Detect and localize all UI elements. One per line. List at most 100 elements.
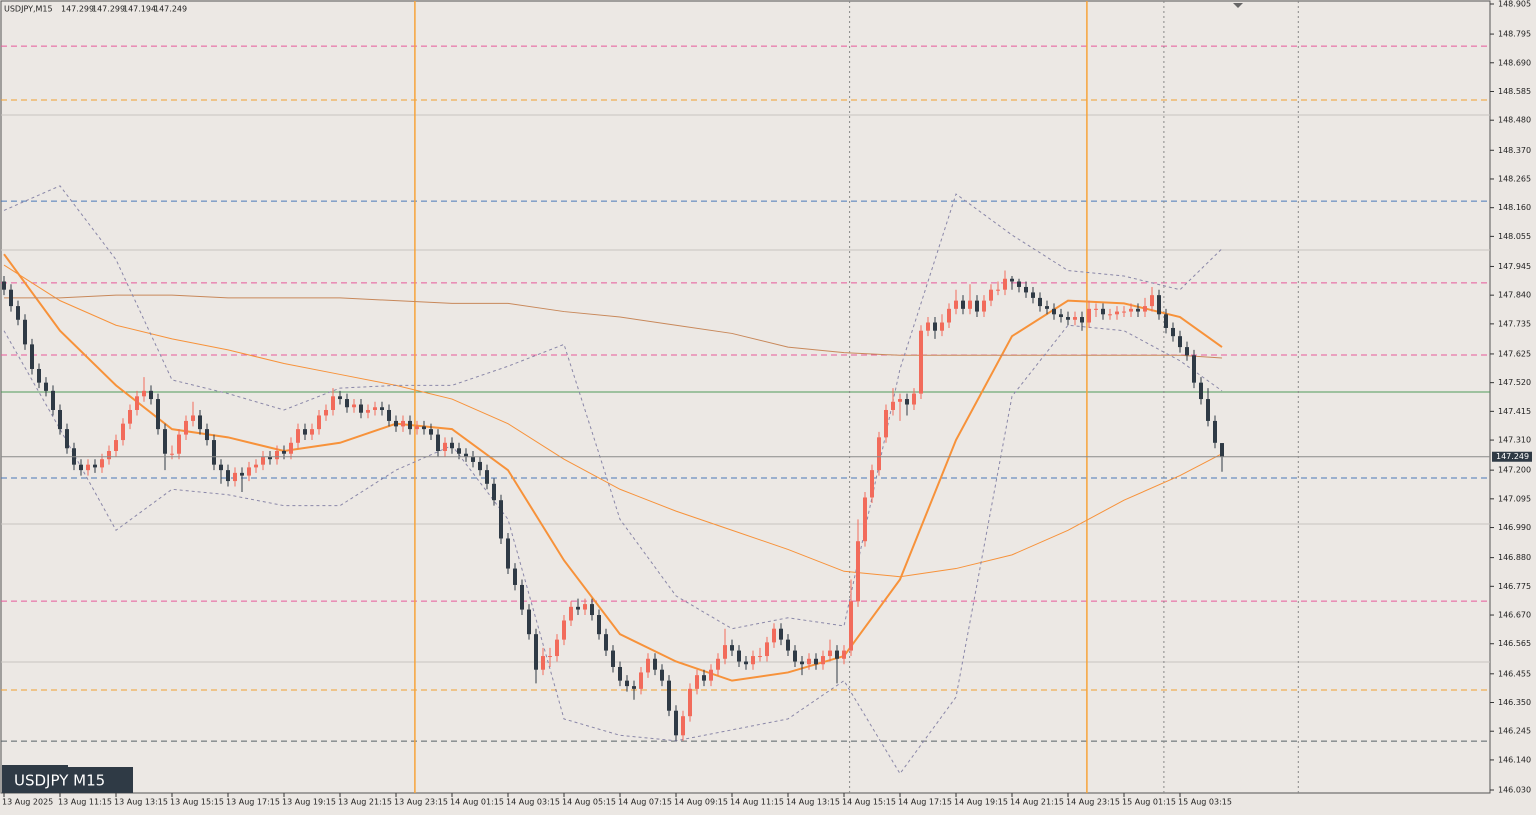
x-tick-label: 13 Aug 2025 <box>2 798 53 807</box>
y-tick-label: 148.905 <box>1498 0 1531 9</box>
y-tick-label: 148.160 <box>1498 203 1531 212</box>
candle-body <box>814 658 818 665</box>
last-price-box <box>1492 451 1532 462</box>
candle-body <box>198 415 202 430</box>
candle-body <box>37 368 41 383</box>
candle-body <box>464 453 468 457</box>
candle-body <box>849 601 853 651</box>
shift-marker <box>1233 3 1243 8</box>
candle-body <box>9 289 13 307</box>
candle-body <box>569 606 573 621</box>
candle-body <box>1087 308 1091 323</box>
candle-body <box>891 401 895 410</box>
candle-body <box>296 429 300 443</box>
y-tick-label: 146.455 <box>1498 669 1531 678</box>
candle-body <box>16 306 20 320</box>
y-tick-label: 147.840 <box>1498 291 1531 300</box>
candle-body <box>898 399 902 402</box>
candle-body <box>1164 314 1168 328</box>
candle-body <box>1066 317 1070 320</box>
candle-body <box>842 650 846 659</box>
candle-body <box>527 609 531 635</box>
candle-body <box>821 656 825 665</box>
candle-body <box>1199 382 1203 400</box>
candle-body <box>807 658 811 665</box>
y-tick-label: 146.990 <box>1498 523 1531 532</box>
x-tick-label: 15 Aug 03:15 <box>1178 798 1232 807</box>
candle-body <box>23 319 27 345</box>
x-tick-label: 14 Aug 09:15 <box>674 798 728 807</box>
y-tick-label: 147.095 <box>1498 494 1531 503</box>
symbol-label: USDJPY M15 <box>14 772 105 790</box>
candle-body <box>1150 295 1154 307</box>
candle-body <box>709 669 713 681</box>
candle-body <box>681 716 685 736</box>
candle-body <box>590 604 594 616</box>
candle-body <box>730 645 734 651</box>
candle-body <box>156 399 160 430</box>
candle-body <box>149 390 153 400</box>
x-tick-label: 14 Aug 17:15 <box>898 798 952 807</box>
candle-body <box>828 650 832 657</box>
y-tick-label: 147.625 <box>1498 349 1531 358</box>
candle-body <box>1059 314 1063 318</box>
candle-body <box>905 399 909 405</box>
candle-body <box>205 429 209 441</box>
x-tick-label: 14 Aug 03:15 <box>506 798 560 807</box>
candle-body <box>1031 292 1035 298</box>
y-tick-label: 147.945 <box>1498 262 1531 271</box>
candle-body <box>667 680 671 711</box>
candle-body <box>541 656 545 670</box>
candle-body <box>2 281 6 290</box>
x-tick-label: 14 Aug 05:15 <box>562 798 616 807</box>
chart-title: USDJPY,M15 <box>4 5 53 14</box>
y-tick-label: 146.140 <box>1498 755 1531 764</box>
candle-body <box>968 300 972 309</box>
candle-body <box>779 628 783 640</box>
candle-body <box>1157 295 1161 315</box>
x-tick-label: 13 Aug 23:15 <box>394 798 448 807</box>
candle-body <box>772 628 776 643</box>
candle-body <box>555 639 559 657</box>
candle-body <box>583 604 587 610</box>
x-tick-label: 13 Aug 13:15 <box>114 798 168 807</box>
candle-body <box>212 440 216 465</box>
candle-body <box>219 464 223 471</box>
y-tick-label: 148.370 <box>1498 146 1531 155</box>
candle-body <box>121 423 125 441</box>
x-tick-label: 13 Aug 15:15 <box>170 798 224 807</box>
candle-body <box>716 658 720 670</box>
candle-body <box>366 409 370 413</box>
y-tick-label: 147.735 <box>1498 319 1531 328</box>
candle-body <box>1129 308 1133 312</box>
candle-body <box>919 330 923 394</box>
indicator-line <box>3 185 1223 630</box>
candle-body <box>289 442 293 454</box>
candle-body <box>317 415 321 430</box>
y-tick-label: 148.585 <box>1498 87 1531 96</box>
candle-body <box>1003 278 1007 290</box>
candle-body <box>597 615 601 635</box>
candle-body <box>170 453 174 455</box>
y-tick-label: 146.030 <box>1498 786 1531 795</box>
candle-body <box>751 656 755 665</box>
candle-body <box>310 429 314 435</box>
candle-body <box>471 456 475 462</box>
y-tick-label: 146.245 <box>1498 727 1531 736</box>
candle-body <box>744 661 748 665</box>
y-tick-label: 148.690 <box>1498 58 1531 67</box>
candle-body <box>695 675 699 689</box>
candle-body <box>534 634 538 670</box>
candle-body <box>1171 327 1175 337</box>
candle-body <box>499 500 503 539</box>
candle-body <box>338 396 342 400</box>
candle-body <box>800 661 804 665</box>
candle-body <box>863 497 867 542</box>
candle-body <box>345 399 349 408</box>
candle-body <box>128 409 132 424</box>
candle-body <box>30 344 34 369</box>
candle-body <box>86 464 90 471</box>
candle-body <box>331 396 335 410</box>
candle-body <box>1220 443 1224 457</box>
